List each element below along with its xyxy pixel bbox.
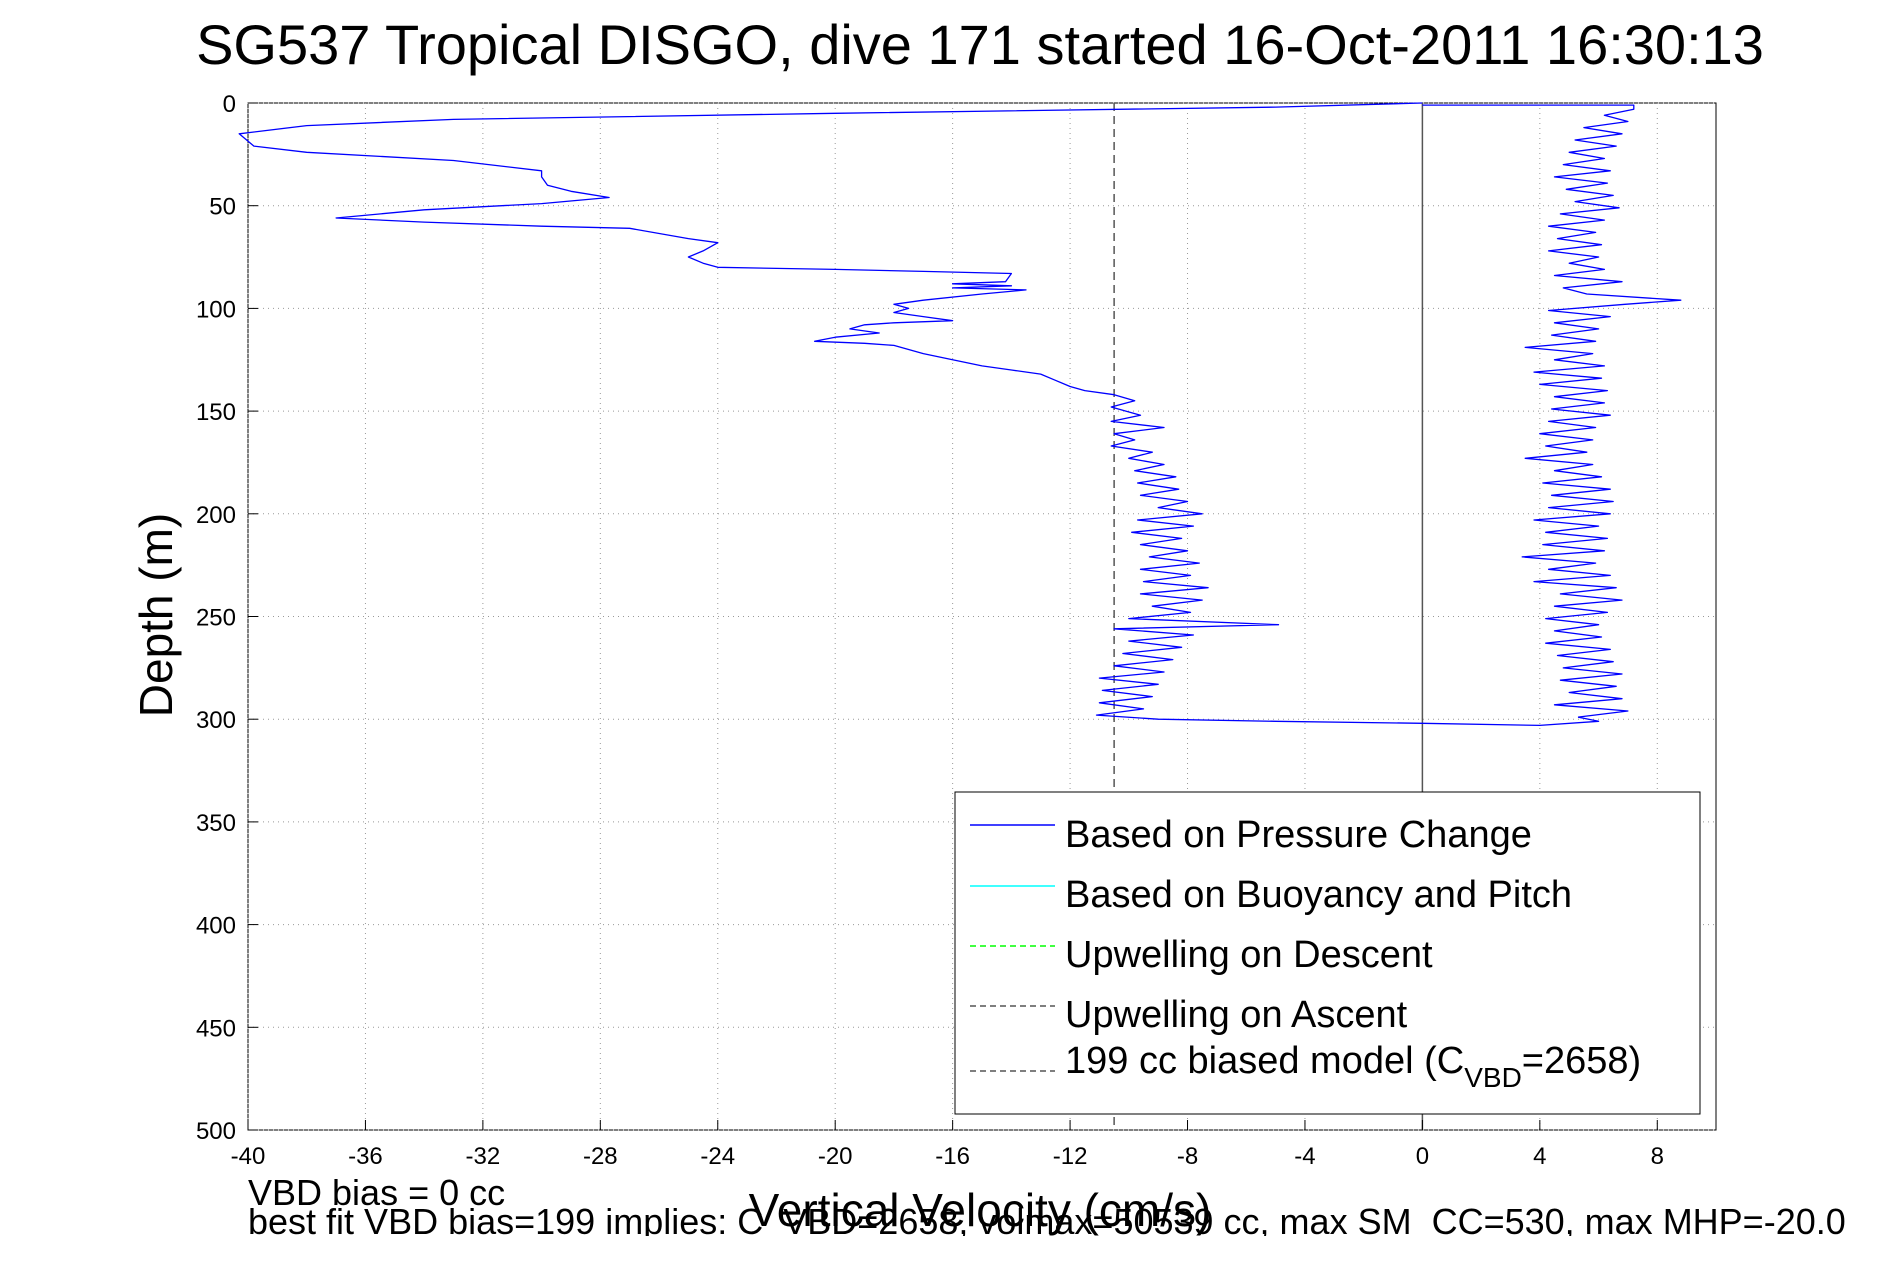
x-tick-label: 8 — [1651, 1143, 1664, 1170]
y-tick-label: 400 — [196, 913, 236, 940]
y-tick-label: 350 — [196, 810, 236, 837]
legend-model-suffix: =2658) — [1522, 1040, 1641, 1082]
footer-notes: VBD bias = 0 cc best fit VBD bias=199 im… — [248, 1178, 1888, 1236]
legend-entry-descent: Upwelling on Descent — [1065, 934, 1433, 976]
pressure-change-line-ascent — [1422, 104, 1682, 718]
y-tick-label: 300 — [196, 707, 236, 734]
footer-line-2: best fit VBD bias=199 implies: C_VBD=265… — [248, 1201, 1846, 1237]
x-tick-label: -40 — [231, 1143, 266, 1170]
y-tick-label: 0 — [223, 91, 236, 118]
chart-title: SG537 Tropical DISGO, dive 171 started 1… — [196, 13, 1764, 76]
x-tick-label: -24 — [700, 1143, 735, 1170]
legend-entry-buoyancy: Based on Buoyancy and Pitch — [1065, 874, 1572, 916]
y-tick-label: 500 — [196, 1118, 236, 1145]
legend-entry-ascent: Upwelling on Ascent — [1065, 994, 1408, 1036]
legend: Based on Pressure Change Based on Buoyan… — [954, 791, 1701, 1115]
series-group — [238, 102, 1682, 727]
y-tick-label: 150 — [196, 399, 236, 426]
x-axis-ticks: -40 -36 -32 -28 -24 -20 -16 -12 -8 -4 0 4 8 — [231, 1120, 1664, 1170]
y-axis-ticks: 0 50 100 150 200 250 300 350 400 450 500 — [196, 91, 258, 1145]
x-tick-label: -12 — [1053, 1143, 1088, 1170]
legend-model-subscript: VBD — [1464, 1062, 1522, 1093]
x-tick-label: -20 — [818, 1143, 853, 1170]
x-tick-label: -28 — [583, 1143, 618, 1170]
y-tick-label: 450 — [196, 1015, 236, 1042]
x-tick-label: -8 — [1177, 1143, 1198, 1170]
x-tick-label: 4 — [1533, 1143, 1546, 1170]
y-tick-label: 100 — [196, 296, 236, 323]
x-tick-label: -4 — [1294, 1143, 1315, 1170]
footer-line-1: VBD bias = 0 cc — [248, 1178, 506, 1213]
y-tick-label: 250 — [196, 605, 236, 632]
x-tick-label: -36 — [348, 1143, 383, 1170]
y-axis-label: Depth (m) — [130, 513, 182, 717]
x-axis-label: Vertical Velocity (cm/s) — [749, 1184, 1212, 1236]
x-tick-label: -16 — [935, 1143, 970, 1170]
legend-entry-pressure: Based on Pressure Change — [1065, 814, 1532, 856]
legend-entry-model: 199 cc biased model (CVBD=2658) — [1065, 1040, 1641, 1093]
x-tick-label: -32 — [466, 1143, 501, 1170]
x-tick-label: 0 — [1416, 1143, 1429, 1170]
legend-box — [954, 791, 1701, 1115]
y-tick-label: 200 — [196, 502, 236, 529]
legend-model-prefix: 199 cc biased model (C — [1065, 1040, 1464, 1082]
pressure-change-line-descent — [238, 102, 1600, 727]
y-tick-label: 50 — [209, 194, 236, 221]
